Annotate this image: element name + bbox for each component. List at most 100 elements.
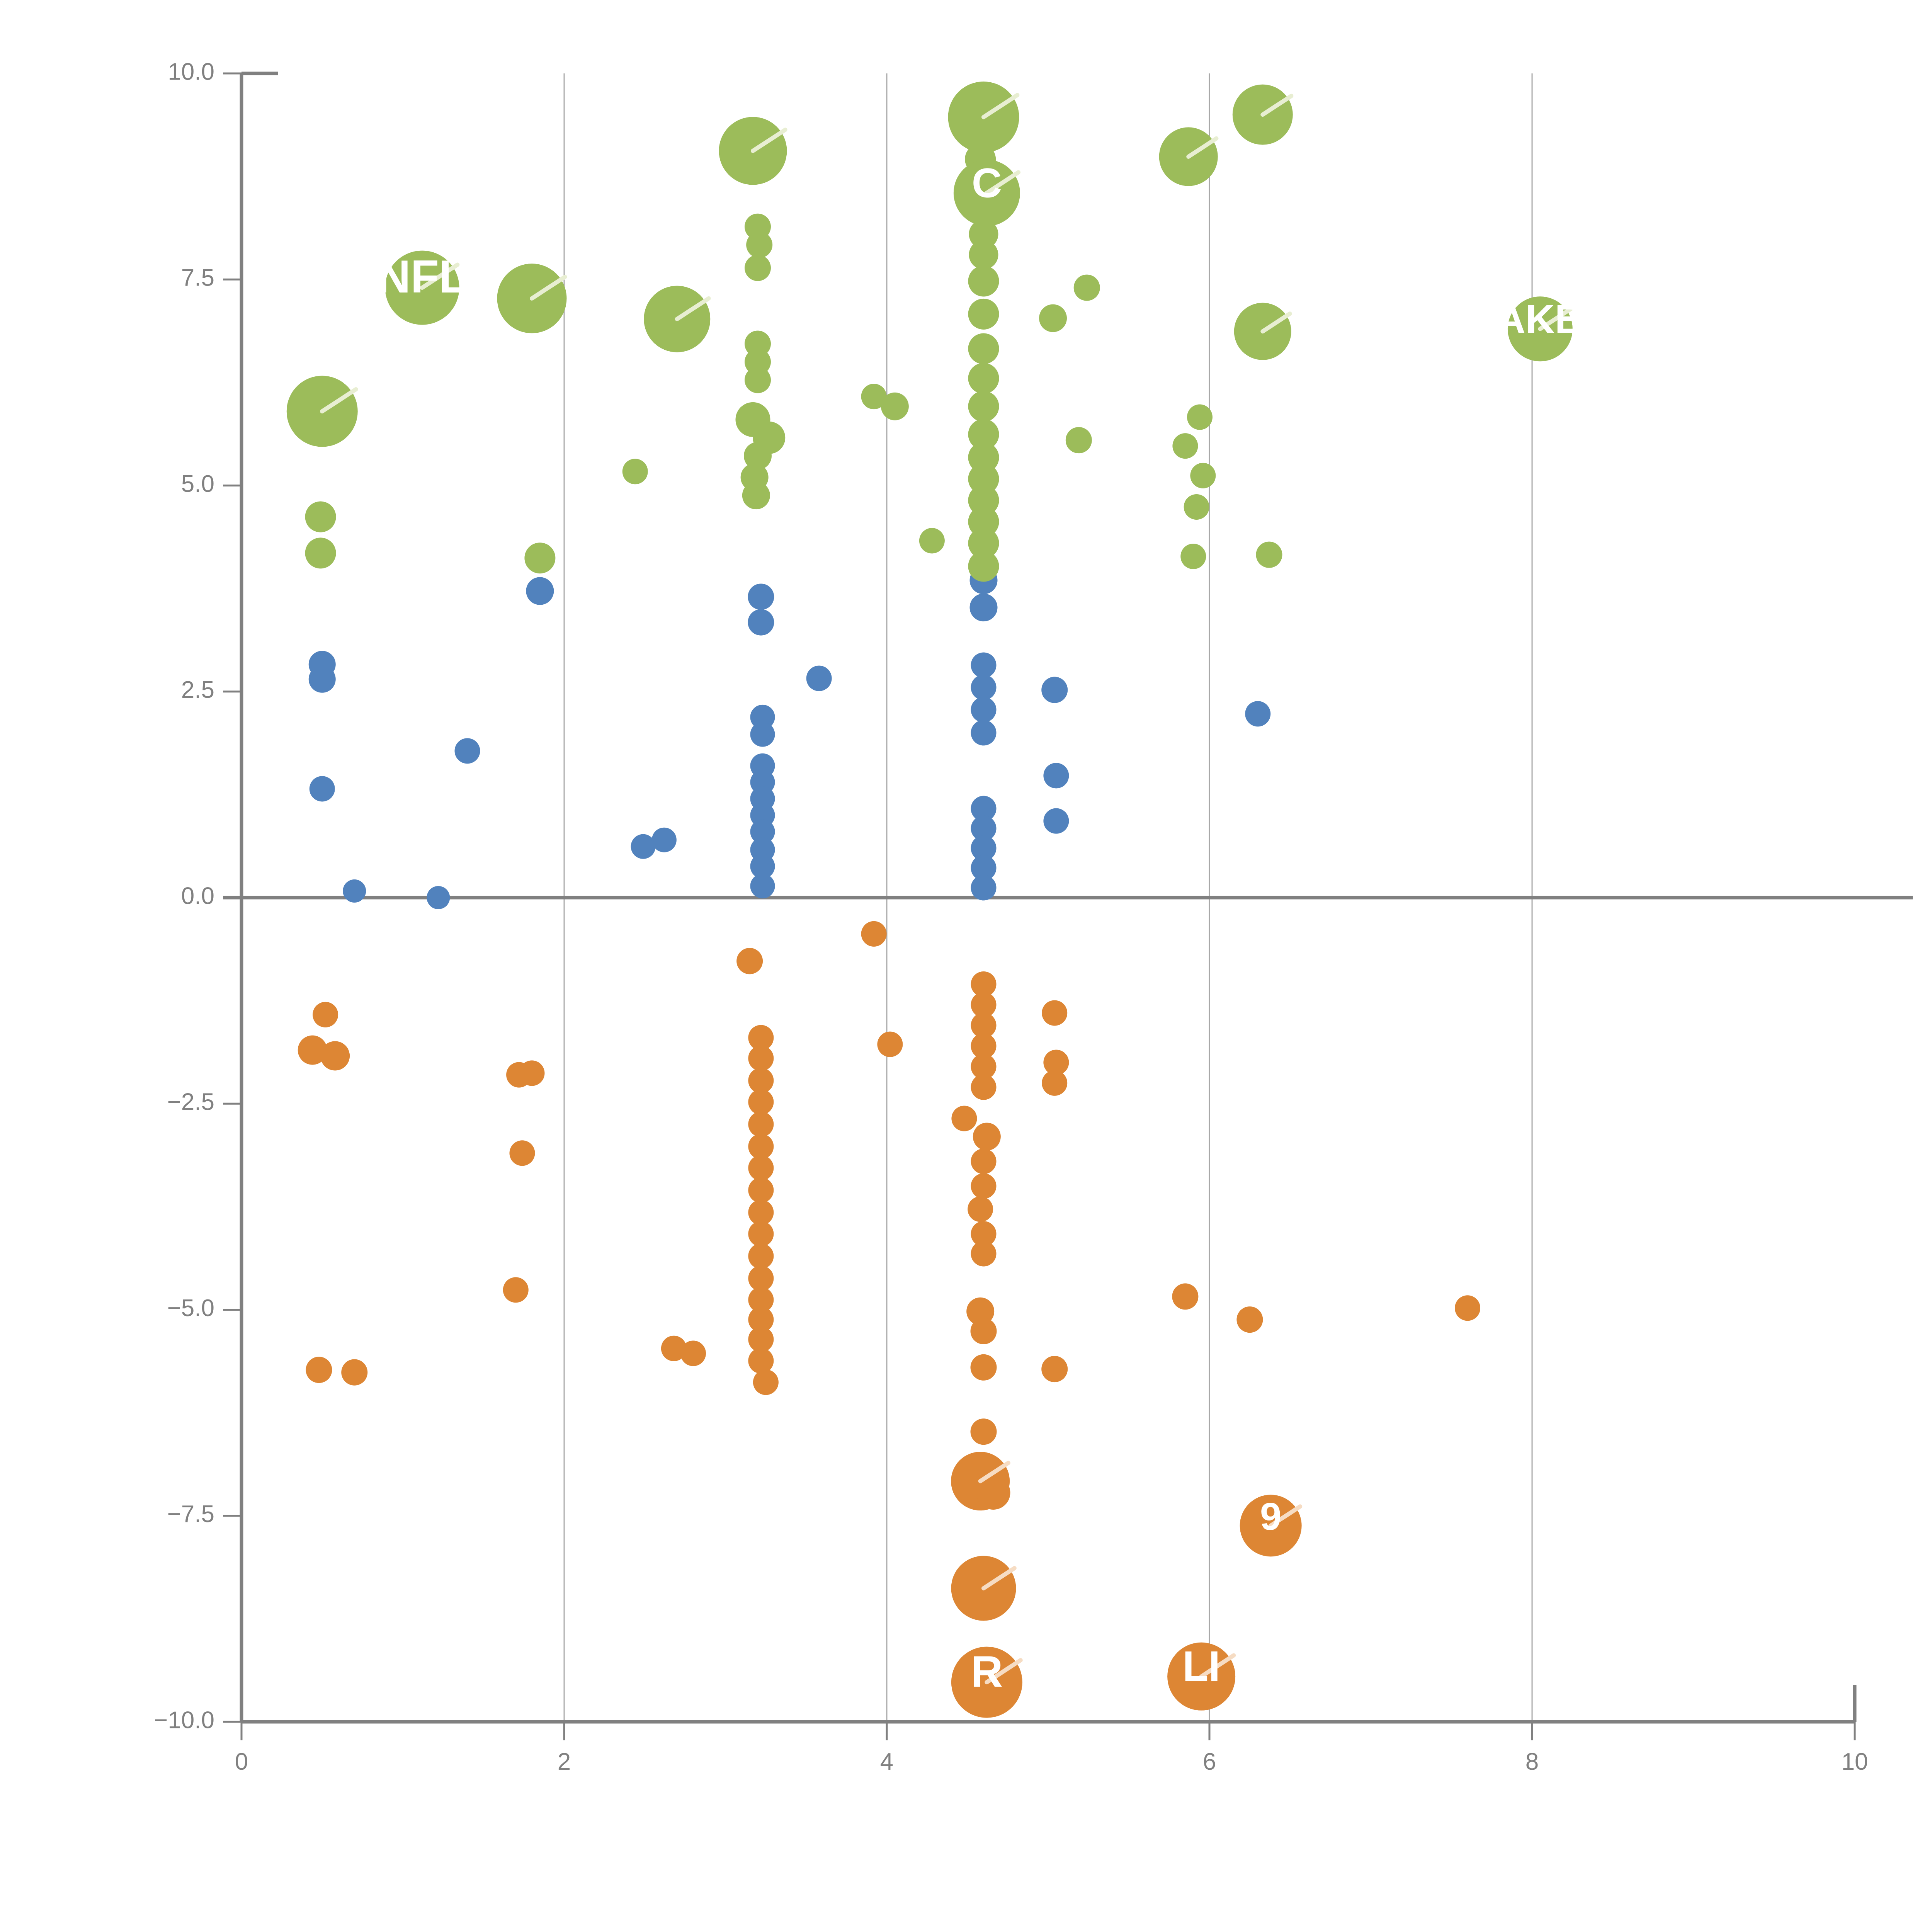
bubble-label-text: LI <box>1182 1643 1220 1690</box>
data-point-negative <box>970 1318 997 1344</box>
data-point-neutral <box>1041 677 1068 703</box>
y-axis-tick-label: 2.5 <box>181 677 214 703</box>
data-point-negative <box>1455 1295 1480 1321</box>
data-point-neutral <box>971 835 997 861</box>
bubble-label-text: R <box>971 1647 1003 1697</box>
data-point-negative <box>748 1025 774 1051</box>
data-point-negative <box>748 1221 774 1247</box>
data-point-neutral <box>526 577 554 605</box>
x-axis-tick-label: 4 <box>880 1748 893 1775</box>
data-point-positive <box>1180 543 1206 569</box>
data-point-neutral <box>971 652 997 678</box>
data-point-negative <box>971 1054 997 1080</box>
data-point-negative <box>748 1348 774 1374</box>
data-point-positive <box>1172 433 1198 459</box>
bubble-leader-line <box>1269 1504 1303 1528</box>
data-point-positive <box>1184 494 1209 520</box>
data-point-negative <box>748 1199 774 1225</box>
data-point-positive <box>1073 274 1100 301</box>
y-axis-tick-label: 0.0 <box>181 883 214 909</box>
tick-labels-group: 10.0 7.5 5.0 2.5 0.0 −2.5 −5.0 −7.5 −10.0 0 2 4 6 8 10 <box>154 58 1868 1775</box>
data-point-negative <box>341 1359 368 1386</box>
data-point-negative <box>951 1105 977 1131</box>
data-point-positive <box>968 265 999 297</box>
data-point-negative <box>1042 1070 1068 1096</box>
bubble-label-text: C <box>972 160 1002 206</box>
data-point-negative <box>1042 1000 1068 1026</box>
data-point-positive <box>745 330 771 357</box>
bubble-leader-line <box>1260 311 1292 334</box>
data-point-negative <box>748 1287 774 1313</box>
data-point-positive <box>968 363 999 394</box>
axes-group <box>223 71 1913 1740</box>
y-axis-tick-label: 7.5 <box>181 265 214 291</box>
data-point-negative <box>306 1357 332 1383</box>
data-point-negative <box>976 1476 1010 1510</box>
data-point-negative <box>748 1045 774 1071</box>
data-point-positive <box>524 543 556 574</box>
data-point-negative <box>748 1307 774 1333</box>
data-point-positive <box>745 367 771 393</box>
x-axis-tick-label: 6 <box>1203 1748 1216 1775</box>
data-point-neutral <box>454 738 480 764</box>
y-axis-tick-label: −10.0 <box>154 1707 214 1733</box>
bubble-leader-line <box>981 1566 1017 1590</box>
data-point-positive <box>744 442 772 470</box>
data-point-negative <box>1172 1283 1199 1310</box>
data-point-negative <box>1043 1049 1069 1075</box>
data-point-neutral <box>971 675 997 701</box>
data-point-negative <box>519 1060 545 1086</box>
data-point-negative <box>748 1111 774 1137</box>
data-point-negative <box>748 1265 774 1291</box>
data-point-positive <box>622 459 648 485</box>
data-point-neutral <box>750 704 775 730</box>
data-point-neutral <box>750 874 775 899</box>
x-axis-tick-label: 0 <box>235 1748 248 1775</box>
data-point-negative <box>748 1155 774 1181</box>
data-point-positive <box>968 551 999 582</box>
data-point-neutral <box>308 665 336 693</box>
data-point-negative <box>736 948 763 975</box>
bubble-leader-line <box>750 128 787 153</box>
data-point-neutral <box>971 796 997 821</box>
bubble-leader-line <box>320 387 358 414</box>
data-point-positive <box>746 231 773 258</box>
data-point-negative <box>748 1177 774 1203</box>
data-point-neutral <box>806 665 832 691</box>
data-point-neutral <box>971 720 997 746</box>
bubble-leader-line <box>530 275 567 301</box>
data-point-negative <box>313 1002 338 1027</box>
data-point-neutral <box>750 854 775 879</box>
data-point-negative <box>973 1122 1001 1151</box>
data-point-positive <box>861 384 887 410</box>
bubble-labels-group: R LI 9 NFL C AKB <box>320 93 1584 1697</box>
data-point-neutral <box>971 697 997 723</box>
data-point-negative <box>971 992 997 1018</box>
data-point-positive <box>919 528 945 554</box>
data-point-neutral <box>748 609 774 636</box>
data-point-negative <box>509 1140 535 1166</box>
data-point-negative <box>1041 1356 1068 1383</box>
data-point-positive <box>968 527 999 559</box>
data-point-positive <box>742 481 770 510</box>
data-point-positive <box>968 419 999 450</box>
data-point-negative <box>1236 1306 1263 1333</box>
data-point-positive <box>881 392 909 420</box>
data-point-positive <box>745 349 771 375</box>
data-point-negative <box>748 1134 774 1160</box>
bubble-leader-line <box>981 93 1020 119</box>
data-point-negative <box>298 1035 327 1065</box>
data-point-negative <box>861 921 887 947</box>
data-point-neutral <box>748 583 774 610</box>
data-point-negative <box>971 1221 997 1247</box>
data-point-negative <box>971 1012 997 1038</box>
bubble-leader-line <box>1538 306 1573 331</box>
y-axis-tick-label: −2.5 <box>167 1089 214 1116</box>
x-axis-tick-label: 8 <box>1526 1748 1539 1775</box>
data-point-positive <box>968 298 999 330</box>
data-point-neutral <box>969 594 998 622</box>
data-point-positive <box>968 333 999 364</box>
y-axis-tick-label: 10.0 <box>168 58 214 85</box>
data-point-positive <box>1187 404 1213 430</box>
